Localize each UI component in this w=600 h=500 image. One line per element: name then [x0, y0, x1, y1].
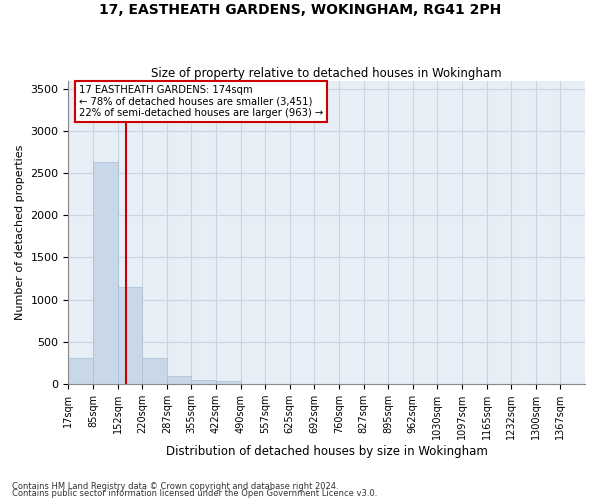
- Bar: [142, 358, 167, 384]
- Bar: [167, 376, 191, 384]
- Title: Size of property relative to detached houses in Wokingham: Size of property relative to detached ho…: [151, 66, 502, 80]
- Bar: [216, 381, 241, 384]
- Text: Contains HM Land Registry data © Crown copyright and database right 2024.: Contains HM Land Registry data © Crown c…: [12, 482, 338, 491]
- Text: 17, EASTHEATH GARDENS, WOKINGHAM, RG41 2PH: 17, EASTHEATH GARDENS, WOKINGHAM, RG41 2…: [99, 2, 501, 16]
- X-axis label: Distribution of detached houses by size in Wokingham: Distribution of detached houses by size …: [166, 444, 488, 458]
- Text: Contains public sector information licensed under the Open Government Licence v3: Contains public sector information licen…: [12, 490, 377, 498]
- Y-axis label: Number of detached properties: Number of detached properties: [15, 144, 25, 320]
- Bar: [93, 162, 118, 384]
- Bar: [191, 380, 216, 384]
- Bar: [118, 288, 142, 384]
- Bar: [68, 358, 93, 384]
- Text: 17 EASTHEATH GARDENS: 174sqm
← 78% of detached houses are smaller (3,451)
22% of: 17 EASTHEATH GARDENS: 174sqm ← 78% of de…: [79, 85, 323, 118]
